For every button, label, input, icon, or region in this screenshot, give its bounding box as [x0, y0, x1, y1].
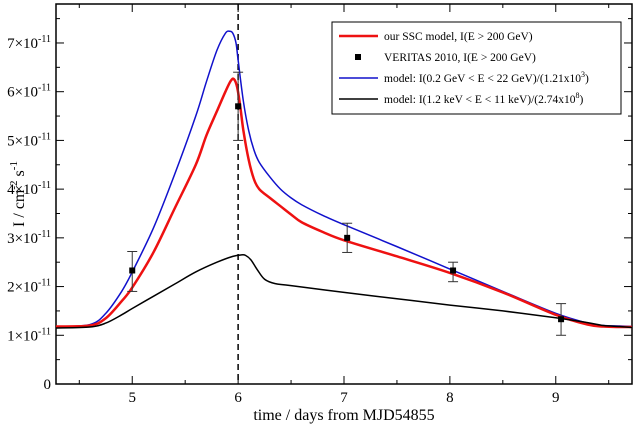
series-line-0	[56, 30, 632, 328]
legend-marker	[355, 54, 361, 60]
series-line-1	[56, 77, 632, 329]
data-point	[450, 267, 457, 274]
legend-entry-label: our SSC model, I(E > 200 GeV)	[384, 31, 533, 43]
y-axis-title-sup2: -1	[8, 161, 20, 170]
x-tick-label: 7	[340, 390, 348, 406]
y-tick-label: 6×10-11	[7, 83, 51, 101]
y-tick-label: 3×10-11	[7, 229, 51, 247]
y-axis-title-mid: s	[11, 170, 28, 180]
y-tick-label: 1×10-11	[7, 326, 51, 344]
x-tick-label: 8	[446, 390, 454, 406]
x-tick-label: 9	[552, 390, 560, 406]
legend-entry-label: VERITAS 2010, I(E > 200 GeV)	[384, 52, 536, 64]
data-point	[558, 316, 565, 323]
y-tick-label: 5×10-11	[7, 131, 51, 149]
series-line-2	[56, 254, 632, 329]
x-axis-title: time / days from MJD54855	[253, 407, 434, 424]
y-axis-title-sup1: -2	[8, 180, 20, 189]
y-tick-label: 4×10-11	[7, 180, 51, 198]
data-point	[129, 267, 136, 274]
legend-entry-label: model: I(1.2 keV < E < 11 keV)/(2.74x108…	[384, 91, 584, 106]
y-tick-label: 0	[44, 377, 52, 393]
y-axis-title-main: I / cm	[11, 189, 28, 227]
legend-box	[331, 21, 622, 115]
y-tick-label: 2×10-11	[7, 278, 51, 296]
y-tick-label: 7×10-11	[7, 34, 51, 52]
data-point	[344, 234, 351, 241]
y-axis-title: I / cm-2 s-1	[8, 161, 28, 227]
x-tick-label: 6	[234, 390, 242, 406]
data-point	[235, 103, 242, 110]
legend-entry-label: model: I(0.2 GeV < E < 22 GeV)/(1.21x103…	[384, 70, 589, 85]
x-tick-label: 5	[128, 390, 136, 406]
